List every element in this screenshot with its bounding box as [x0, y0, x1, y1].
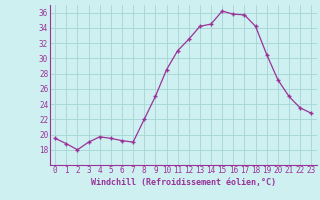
X-axis label: Windchill (Refroidissement éolien,°C): Windchill (Refroidissement éolien,°C): [91, 178, 276, 187]
